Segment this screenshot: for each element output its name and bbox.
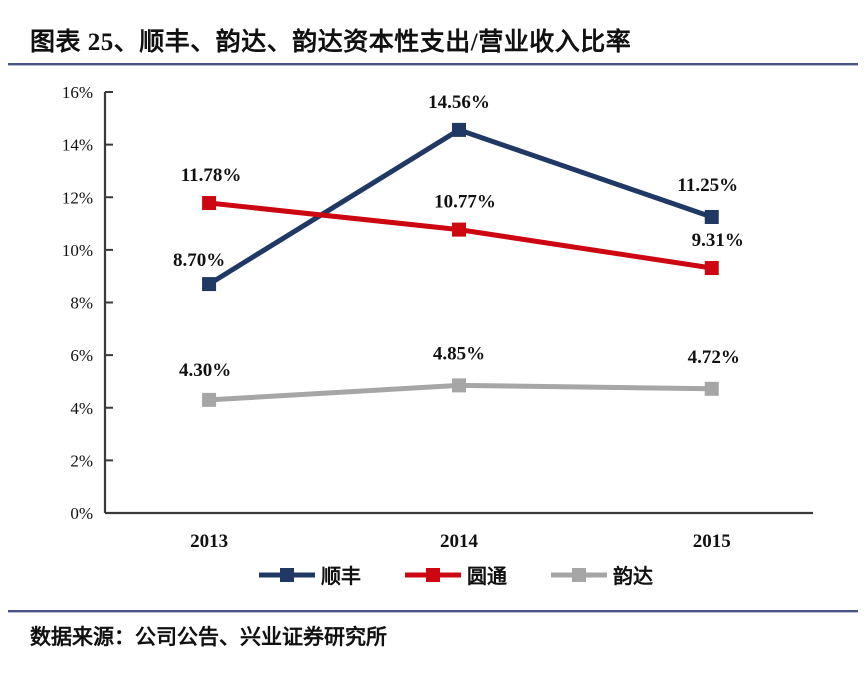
- data-point-label: 14.56%: [428, 92, 490, 113]
- legend-label: 韵达: [613, 564, 653, 588]
- chart-series: [202, 196, 719, 276]
- data-point-label: 4.72%: [688, 347, 740, 368]
- x-axis-category-label: 2014: [440, 531, 479, 552]
- series-marker: [452, 122, 466, 137]
- data-point-label: 11.25%: [677, 175, 738, 196]
- x-axis-category-label: 2015: [693, 531, 731, 552]
- y-axis-tick-label: 4%: [70, 399, 93, 418]
- chart-series: [202, 378, 719, 407]
- chart-point-labels: 8.70% 14.56% 11.25% 11.78% 10.77% 9.31% 4.30% 4…: [173, 92, 744, 381]
- legend-swatch-marker: [426, 568, 440, 582]
- y-axis-tick-label: 12%: [62, 188, 93, 207]
- legend-item[interactable]: 韵达: [551, 564, 653, 588]
- series-marker: [704, 209, 719, 224]
- data-point-label: 10.77%: [434, 192, 496, 213]
- y-axis-tick-label: 14%: [62, 136, 93, 155]
- data-point-label: 8.70%: [173, 250, 225, 271]
- x-axis-category-label: 2013: [190, 531, 228, 552]
- legend-item[interactable]: 顺丰: [259, 564, 361, 588]
- chart-legend: 顺丰 圆通 韵达: [259, 564, 653, 588]
- y-axis-tick-label: 8%: [70, 294, 93, 313]
- series-marker: [452, 222, 466, 237]
- figure-title: 图表 25、顺丰、韵达、韵达资本性支出/营业收入比率: [30, 29, 632, 56]
- series-marker: [202, 277, 217, 292]
- y-axis-ticks: [105, 91, 113, 514]
- series-marker: [704, 381, 719, 396]
- line-chart: 0% 2% 4% 6% 8% 10% 12% 14% 16% 8.70% 14.56% 11.25%…: [62, 83, 813, 588]
- legend-label: 顺丰: [321, 564, 361, 588]
- data-point-label: 4.85%: [433, 343, 485, 364]
- legend-swatch-marker: [280, 568, 294, 582]
- series-marker: [202, 196, 217, 211]
- legend-item[interactable]: 圆通: [405, 565, 507, 588]
- legend-label: 圆通: [467, 565, 507, 588]
- chart-area: 0% 2% 4% 6% 8% 10% 12% 14% 16% 8.70% 14.56% 11.25%…: [0, 70, 866, 605]
- y-axis-tick-label: 6%: [70, 346, 93, 365]
- y-axis-tick-label: 16%: [62, 83, 93, 102]
- legend-swatch-marker: [572, 568, 586, 582]
- chart-series-layer: [202, 122, 719, 407]
- y-axis-tick-label: 10%: [62, 241, 93, 260]
- chart-axes: [103, 91, 813, 515]
- source-note: 数据来源：公司公告、兴业证券研究所: [30, 625, 387, 649]
- y-axis-tick-label: 2%: [70, 451, 93, 470]
- y-axis-tick-labels: 0% 2% 4% 6% 8% 10% 12% 14% 16%: [62, 83, 93, 523]
- series-marker: [202, 392, 217, 407]
- data-point-label: 9.31%: [692, 230, 744, 251]
- source-divider: [8, 610, 858, 613]
- x-axis-category-labels: 2013 2014 2015: [190, 531, 731, 552]
- series-marker: [704, 261, 719, 276]
- y-axis-tick-label: 0%: [70, 504, 93, 523]
- title-divider: [8, 63, 858, 66]
- chart-series: [202, 122, 719, 292]
- series-marker: [452, 378, 466, 393]
- data-point-label: 4.30%: [179, 360, 231, 381]
- data-point-label: 11.78%: [181, 165, 242, 186]
